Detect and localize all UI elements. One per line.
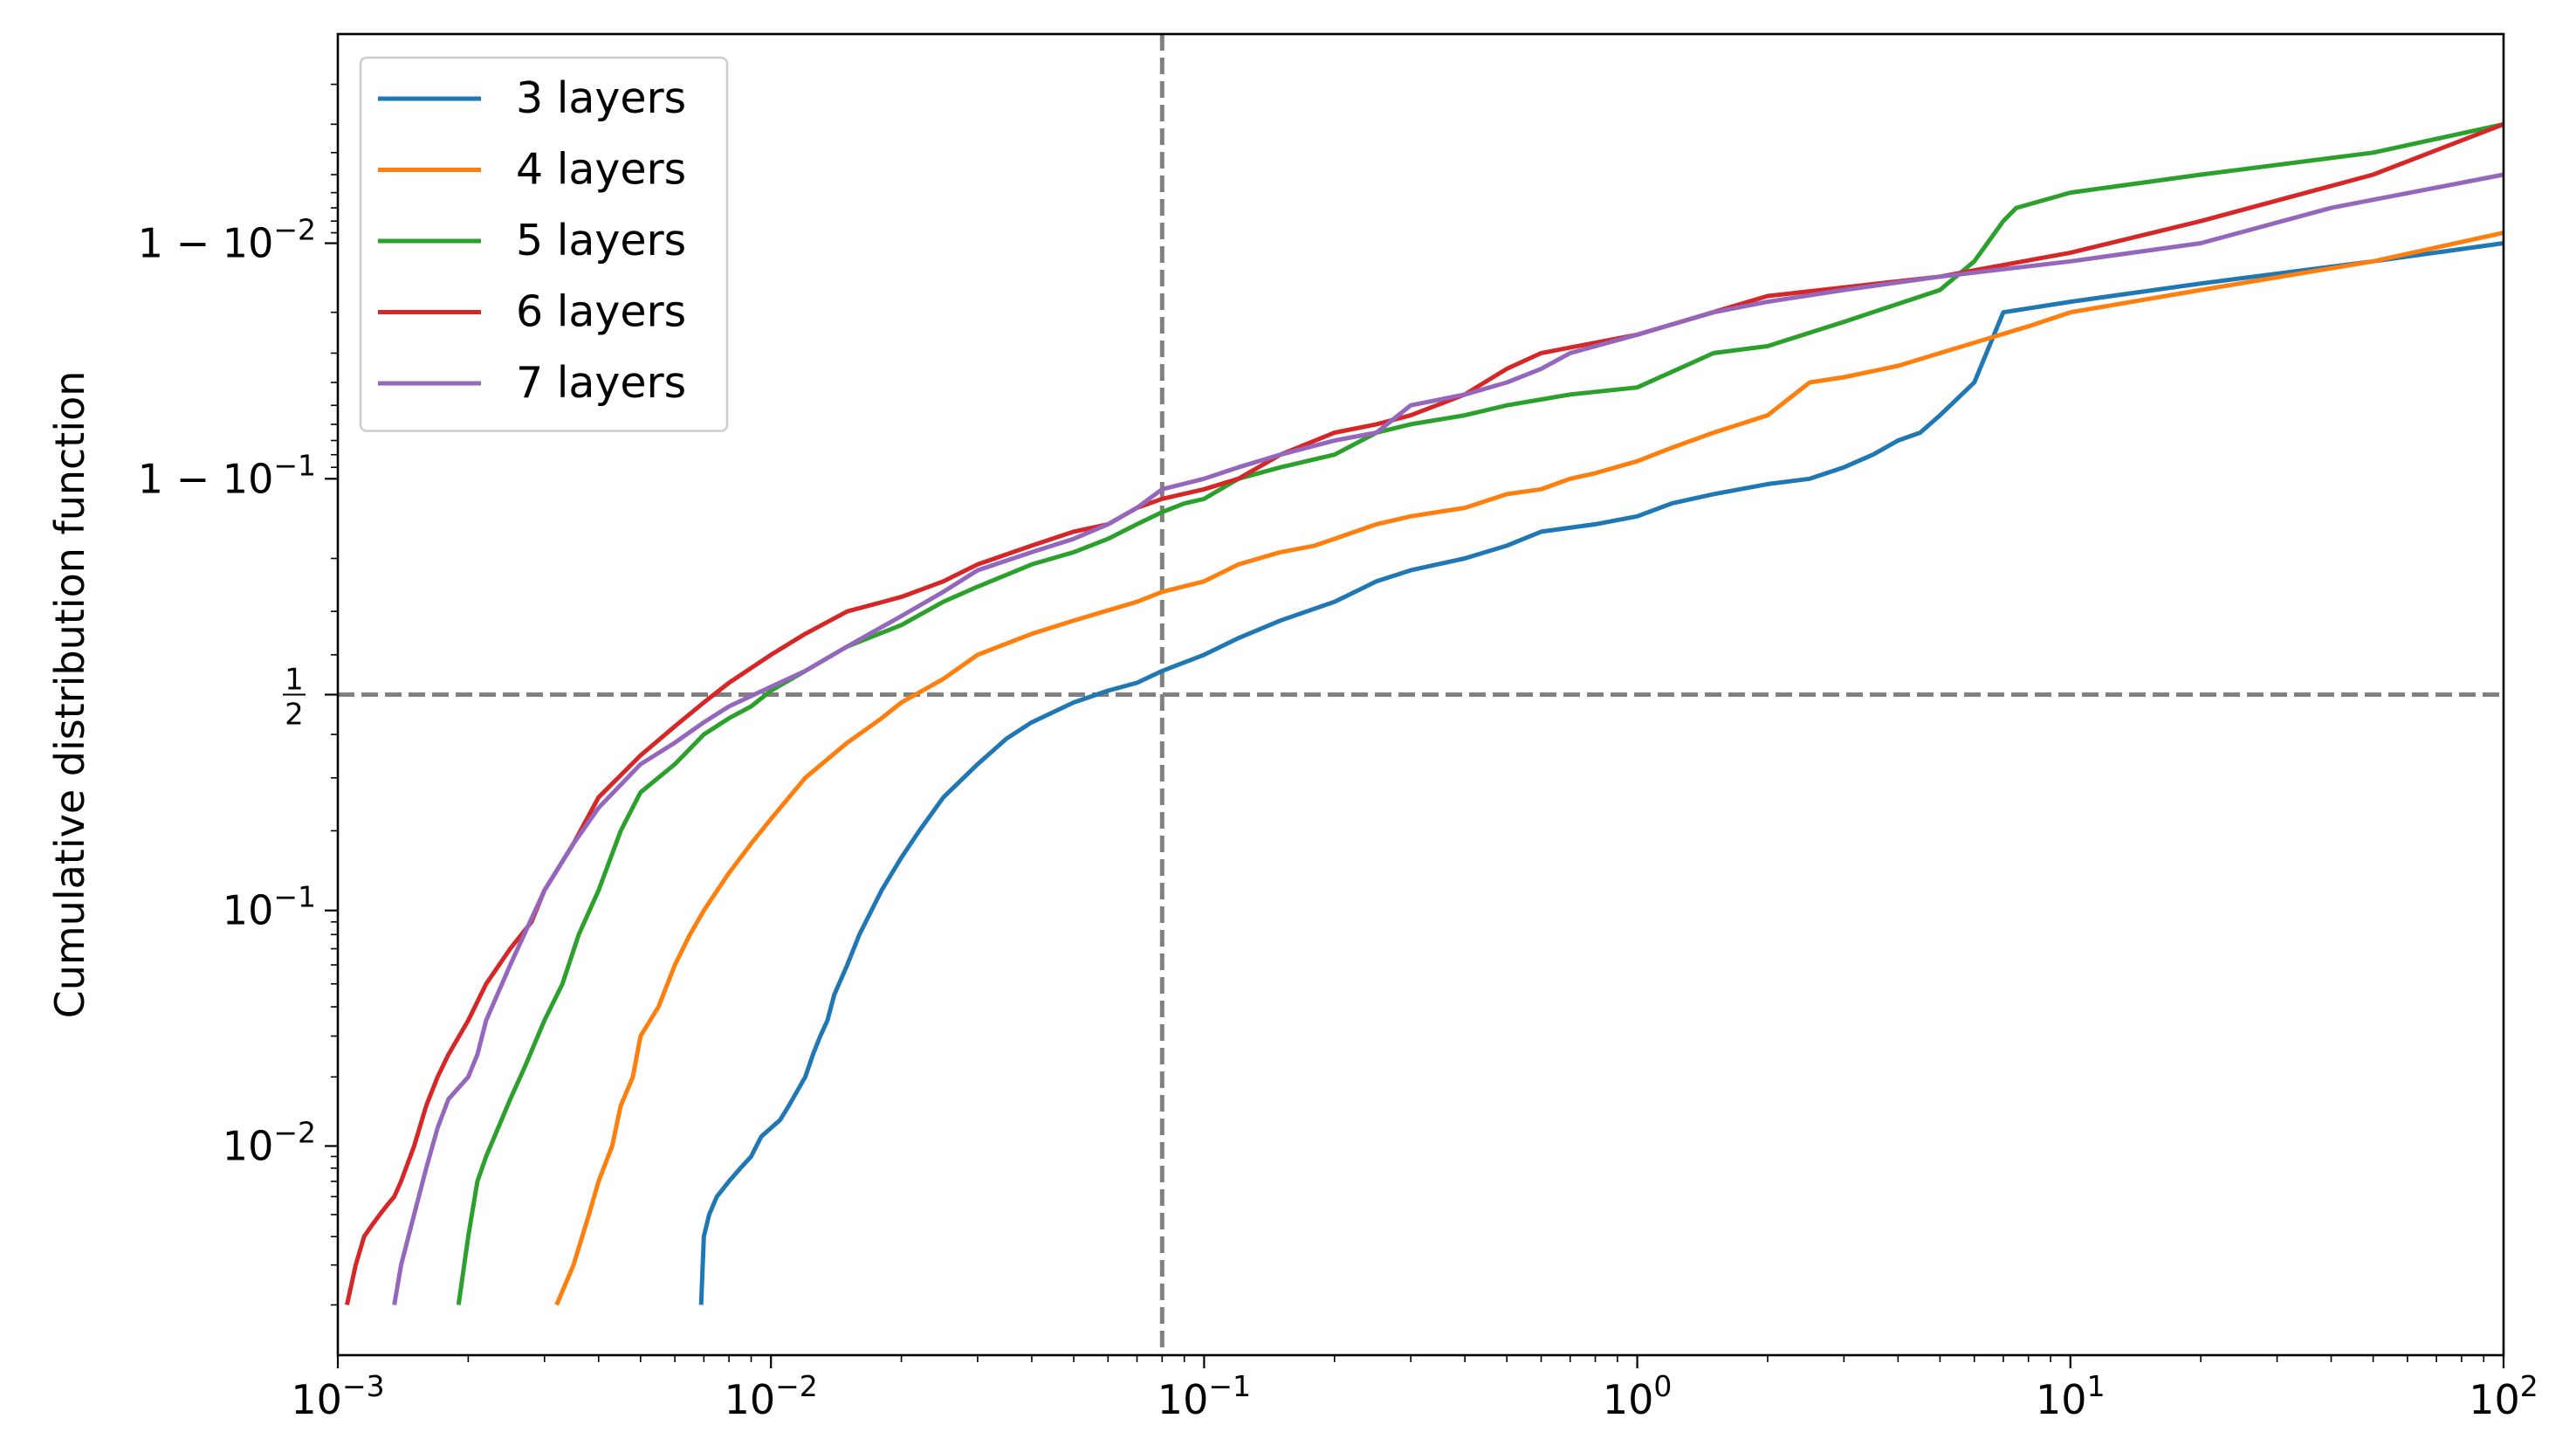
series-line-3-layers bbox=[698, 241, 2504, 1305]
legend-label: 4 layers bbox=[516, 145, 686, 195]
y-axis-label: Cumulative distribution function bbox=[46, 371, 93, 1019]
y-tick-label-numerator: 1 bbox=[285, 663, 304, 698]
legend: 3 layers 4 layers 5 layers 6 layers 7 layers bbox=[359, 56, 729, 432]
y-tick-label: 1 − 10−2 bbox=[138, 213, 316, 267]
reference-lines bbox=[338, 34, 2504, 1355]
legend-label: 5 layers bbox=[516, 216, 686, 265]
y-tick-label: 10−2 bbox=[223, 1115, 316, 1169]
series-line-6-layers bbox=[345, 121, 2504, 1305]
x-tick-label: 102 bbox=[2469, 1369, 2538, 1423]
legend-label: 6 layers bbox=[516, 287, 686, 337]
series-line-5-layers bbox=[456, 121, 2504, 1305]
x-tick-label: 100 bbox=[1603, 1369, 1673, 1423]
y-axis: 10−2 10−1 12 1 − 10−1 1 − 10−2 bbox=[138, 83, 338, 1306]
series-line-4-layers bbox=[554, 231, 2504, 1306]
x-tick-label: 101 bbox=[2036, 1369, 2105, 1423]
x-tick-label: 10−1 bbox=[1157, 1369, 1251, 1423]
y-tick-label-denominator: 2 bbox=[285, 698, 304, 733]
series-layer bbox=[345, 121, 2504, 1306]
x-tick-label: 10−3 bbox=[291, 1369, 384, 1423]
x-axis: 10−3 10−2 10−1 100 101 102 bbox=[291, 1355, 2538, 1423]
legend-label: 3 layers bbox=[516, 73, 686, 123]
legend-box bbox=[359, 56, 729, 432]
y-tick-label: 1 − 10−1 bbox=[138, 448, 316, 502]
x-tick-label: 10−2 bbox=[725, 1369, 818, 1423]
legend-label: 7 layers bbox=[516, 358, 686, 408]
y-tick-label: 10−1 bbox=[223, 880, 316, 934]
series-line-7-layers bbox=[392, 172, 2504, 1305]
